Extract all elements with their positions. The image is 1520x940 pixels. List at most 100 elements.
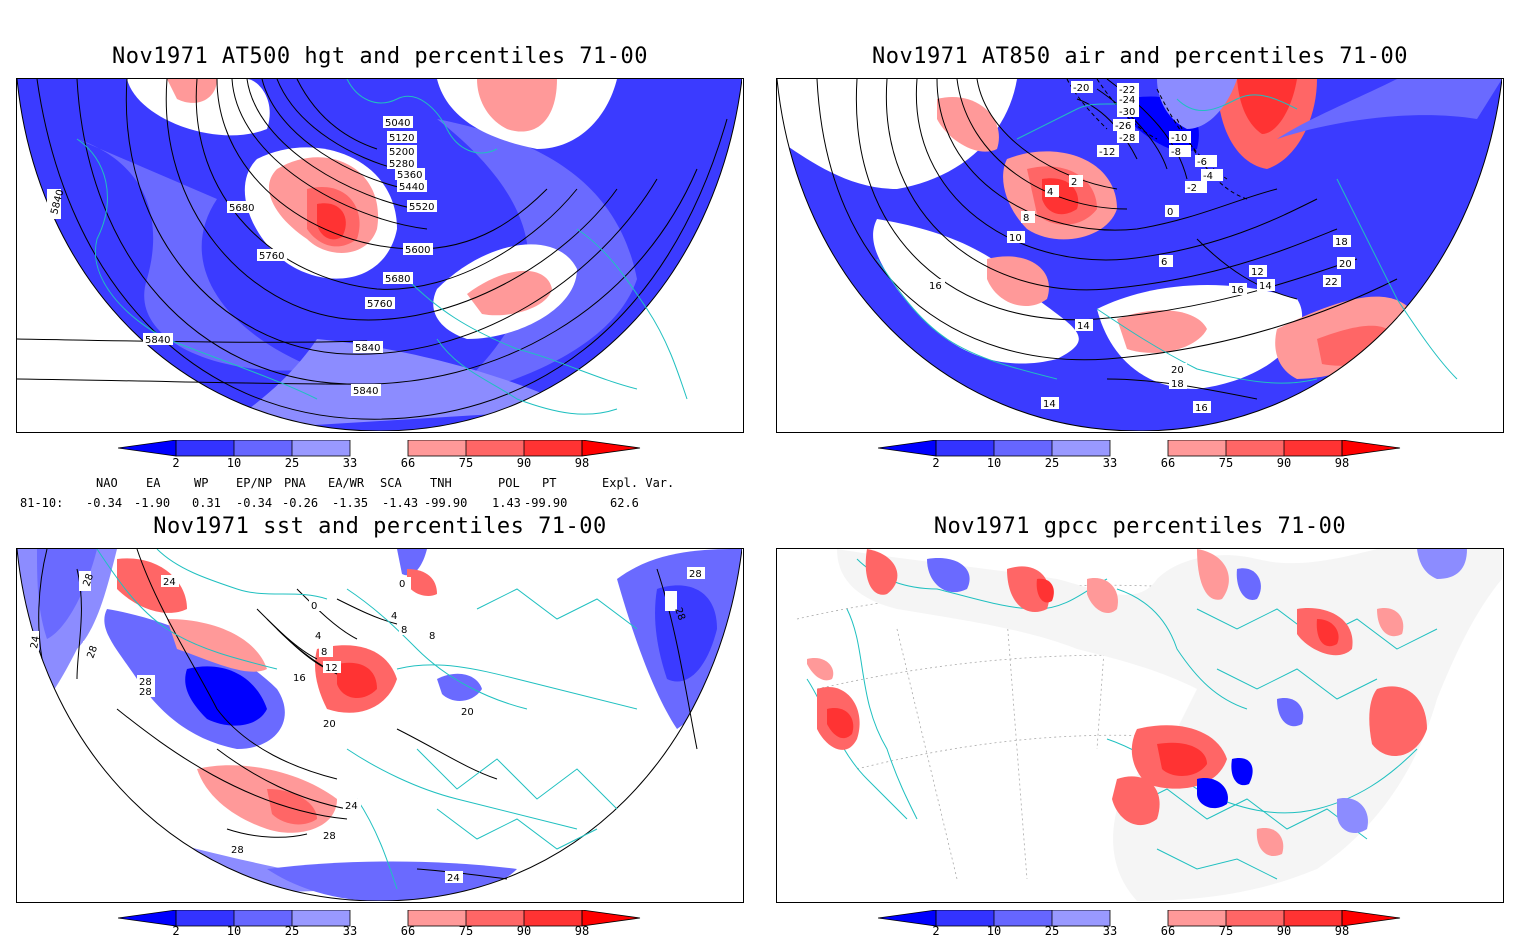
svg-text:14: 14 <box>1043 399 1056 410</box>
colorbar-bottom-right: 2 10 25 33 66 75 90 98 <box>877 909 1403 940</box>
panel-4-title: Nov1971 gpcc percentiles 71-00 <box>933 514 1347 539</box>
cb2-tick-90: 90 <box>1276 456 1292 470</box>
svg-text:20: 20 <box>1339 259 1352 270</box>
idx-header-nao: NAO <box>96 476 118 490</box>
svg-text:24: 24 <box>29 635 42 649</box>
cb3-tick-10: 10 <box>226 924 242 938</box>
svg-text:5040: 5040 <box>385 118 410 129</box>
svg-text:4: 4 <box>391 611 397 622</box>
idx-value-wp: 0.31 <box>192 496 221 510</box>
svg-text:16: 16 <box>1231 285 1244 296</box>
svg-text:-10: -10 <box>1171 133 1187 144</box>
panel-3-title: Nov1971 sst and percentiles 71-00 <box>153 514 607 539</box>
svg-text:8: 8 <box>1023 213 1029 224</box>
panel-4-map <box>776 548 1504 903</box>
svg-text:5840: 5840 <box>355 343 380 354</box>
svg-text:20: 20 <box>323 719 336 730</box>
svg-text:8: 8 <box>429 631 435 642</box>
svg-text:0: 0 <box>311 601 317 612</box>
svg-text:14: 14 <box>1259 281 1272 292</box>
svg-text:5360: 5360 <box>397 170 422 181</box>
idx-value-pt: -99.90 <box>524 496 568 510</box>
svg-text:22: 22 <box>1325 277 1338 288</box>
svg-text:20: 20 <box>461 707 474 718</box>
svg-text:5520: 5520 <box>409 202 434 213</box>
svg-text:24: 24 <box>163 577 176 588</box>
svg-text:-12: -12 <box>1099 147 1115 158</box>
idx-header-epnp: EP/NP <box>236 476 273 490</box>
cb4-tick-90: 90 <box>1276 924 1292 938</box>
svg-text:0: 0 <box>1167 207 1173 218</box>
svg-text:5680: 5680 <box>229 203 254 214</box>
svg-text:28: 28 <box>689 569 702 580</box>
idx-value-pol: 1.43 <box>492 496 521 510</box>
cb1-tick-75: 75 <box>458 456 474 470</box>
cb3-tick-98: 98 <box>574 924 590 938</box>
cb4-tick-98: 98 <box>1334 924 1350 938</box>
svg-text:16: 16 <box>1195 403 1208 414</box>
idx-value-eawr: -1.35 <box>332 496 369 510</box>
svg-text:24: 24 <box>447 873 460 884</box>
svg-text:-8: -8 <box>1171 147 1181 158</box>
svg-text:28: 28 <box>323 831 336 842</box>
svg-text:28: 28 <box>231 845 244 856</box>
svg-text:-4: -4 <box>1203 171 1213 182</box>
svg-text:12: 12 <box>325 663 338 674</box>
svg-text:-6: -6 <box>1197 157 1207 168</box>
cb1-tick-90: 90 <box>516 456 532 470</box>
cb1-tick-98: 98 <box>574 456 590 470</box>
idx-header-pt: PT <box>542 476 557 490</box>
idx-value-nao: -0.34 <box>86 496 123 510</box>
svg-text:8: 8 <box>321 647 327 658</box>
svg-text:5440: 5440 <box>399 182 424 193</box>
idx-header-wp: WP <box>194 476 209 490</box>
svg-text:5280: 5280 <box>389 159 414 170</box>
idx-header-explvar: Expl. Var. <box>602 476 675 490</box>
svg-text:2: 2 <box>1071 177 1077 188</box>
svg-text:14: 14 <box>1077 321 1090 332</box>
cb4-tick-33: 33 <box>1102 924 1118 938</box>
cb3-tick-2: 2 <box>172 924 180 938</box>
cb1-tick-33: 33 <box>342 456 358 470</box>
svg-text:18: 18 <box>1335 237 1348 248</box>
cb4-tick-25: 25 <box>1044 924 1060 938</box>
idx-header-tnh: TNH <box>430 476 452 490</box>
svg-text:-28: -28 <box>1119 133 1135 144</box>
svg-text:-26: -26 <box>1115 121 1131 132</box>
svg-text:28: 28 <box>672 606 687 622</box>
svg-text:-30: -30 <box>1119 107 1135 118</box>
cb2-tick-2: 2 <box>932 456 940 470</box>
idx-value-ea: -1.90 <box>134 496 171 510</box>
svg-text:28: 28 <box>139 677 152 688</box>
idx-header-pol: POL <box>498 476 520 490</box>
svg-text:-24: -24 <box>1119 95 1135 106</box>
cb2-tick-10: 10 <box>986 456 1002 470</box>
cb2-tick-33: 33 <box>1102 456 1118 470</box>
colorbar-bottom-left: 2 10 25 33 66 75 90 98 <box>117 909 643 940</box>
colorbar-top-right: 2 10 25 33 66 75 90 98 <box>877 439 1403 474</box>
svg-text:24: 24 <box>345 801 358 812</box>
cb1-tick-10: 10 <box>226 456 242 470</box>
cb3-tick-90: 90 <box>516 924 532 938</box>
cb3-tick-75: 75 <box>458 924 474 938</box>
svg-text:-2: -2 <box>1187 183 1197 194</box>
svg-text:18: 18 <box>1171 379 1184 390</box>
idx-header-ea: EA <box>146 476 161 490</box>
svg-text:4: 4 <box>315 631 321 642</box>
cb4-tick-66: 66 <box>1160 924 1176 938</box>
svg-text:28: 28 <box>139 687 152 698</box>
svg-text:5760: 5760 <box>259 251 284 262</box>
cb4-tick-2: 2 <box>932 924 940 938</box>
idx-value-sca: -1.43 <box>382 496 419 510</box>
svg-text:5200: 5200 <box>389 147 414 158</box>
svg-text:6: 6 <box>1161 257 1167 268</box>
cb4-tick-10: 10 <box>986 924 1002 938</box>
idx-header-sca: SCA <box>380 476 402 490</box>
cb3-tick-25: 25 <box>284 924 300 938</box>
svg-text:-20: -20 <box>1073 83 1089 94</box>
svg-text:16: 16 <box>293 673 306 684</box>
panel-2-contour-labels: -20 -2 2 -24 -26 -30 -28 -12 -10 -8 -6 -4… <box>927 81 1355 414</box>
svg-text:10: 10 <box>1009 233 1022 244</box>
svg-text:5680: 5680 <box>385 274 410 285</box>
panel-1-contour-labels: 5040 5120 5200 5280 5360 5440 5520 5600 … <box>47 116 437 397</box>
